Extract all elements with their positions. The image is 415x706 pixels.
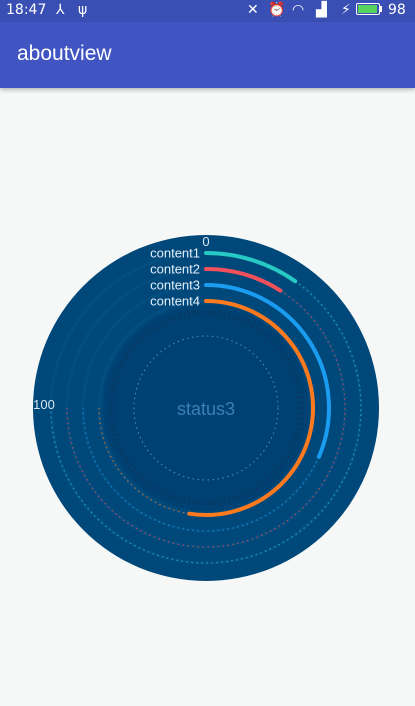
chart-area: content1 content2 content3 content4 0 100 s… — [0, 88, 415, 701]
alarm-icon: ⏰ — [268, 1, 285, 19]
battery-fill — [358, 5, 377, 13]
battery-icon — [356, 3, 380, 15]
scale-end-label: 100 — [33, 397, 55, 412]
status-bar: 18:47 ⅄ ψ ✕ ⏰ ◠ ▟ ⚡ 98 — [0, 0, 415, 22]
app-title: aboutview — [17, 42, 112, 66]
content-label-2: content2 — [150, 262, 200, 277]
status-time: 18:47 — [6, 2, 46, 18]
scale-start-label: 0 — [202, 234, 209, 249]
battery-tip — [380, 6, 382, 12]
content-label-3: content3 — [150, 278, 200, 293]
signal-icon: ▟ — [316, 1, 327, 19]
center-status-label: status3 — [177, 399, 235, 419]
battery-level: 98 — [388, 2, 406, 18]
content-label-4: content4 — [150, 294, 200, 309]
charging-icon: ⚡ — [341, 1, 351, 19]
usb-icon: ψ — [78, 1, 87, 19]
wifi-icon: ◠ — [292, 1, 304, 19]
app-bar: aboutview — [0, 22, 415, 88]
content-label-1: content1 — [150, 246, 200, 261]
mute-icon: ✕ — [247, 1, 259, 19]
usb-hub-icon: ⅄ — [56, 1, 65, 19]
